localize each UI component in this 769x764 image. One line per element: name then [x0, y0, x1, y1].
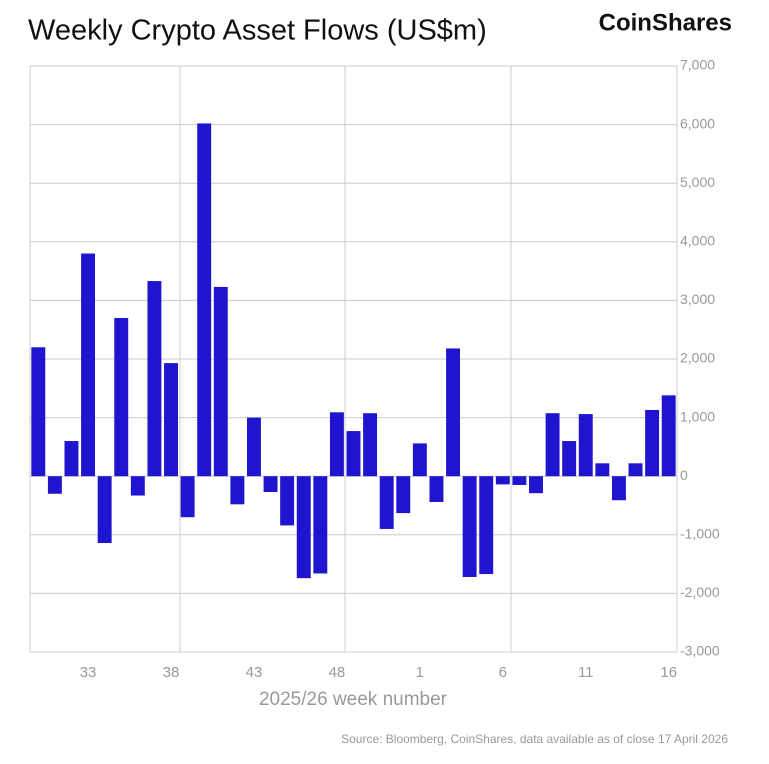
bar: [462, 476, 477, 577]
x-tick-label: 6: [499, 664, 507, 681]
bar: [47, 476, 62, 494]
bar: [512, 476, 527, 485]
bar: [147, 281, 162, 477]
bar: [97, 476, 112, 544]
bar: [595, 463, 610, 477]
bar: [611, 476, 626, 501]
bar: [197, 123, 212, 477]
y-tick-label: 4,000: [680, 233, 715, 249]
source-note: Source: Bloomberg, CoinShares, data avai…: [341, 732, 728, 746]
bar: [545, 413, 560, 477]
bar: [313, 476, 328, 574]
x-tick-label: 38: [163, 664, 180, 681]
chart-title: Weekly Crypto Asset Flows (US$m): [28, 15, 487, 47]
y-tick-label: 5,000: [680, 174, 715, 190]
bar: [130, 476, 145, 496]
bar: [446, 348, 461, 477]
y-tick-label: -2,000: [680, 584, 720, 600]
bar: [529, 476, 543, 494]
bar: [645, 409, 660, 477]
bar: [628, 463, 643, 477]
bar: [263, 476, 278, 493]
bar: [296, 476, 311, 579]
brand-logo: CoinShares: [599, 9, 732, 36]
bar: [280, 476, 295, 526]
x-tick-label: 43: [246, 664, 263, 681]
bar: [379, 476, 394, 529]
bar: [180, 476, 195, 518]
bar: [346, 431, 361, 477]
bar: [495, 476, 510, 485]
y-tick-label: 0: [680, 467, 688, 483]
y-tick-label: 1,000: [680, 408, 715, 424]
bar: [246, 417, 261, 477]
bar: [64, 441, 79, 477]
y-tick-label: -1,000: [680, 526, 720, 542]
bar: [562, 441, 577, 477]
x-tick-label: 11: [578, 664, 594, 681]
x-tick-label: 48: [329, 664, 346, 681]
bar: [329, 412, 344, 477]
bar: [31, 347, 46, 477]
x-tick-label: 1: [416, 664, 424, 681]
bar: [429, 476, 444, 502]
bar: [661, 395, 676, 477]
y-tick-label: 6,000: [680, 115, 715, 131]
bar: [213, 286, 228, 477]
bar: [81, 253, 96, 477]
y-tick-label: 3,000: [680, 291, 715, 307]
x-tick-label: 33: [80, 664, 97, 681]
bar: [412, 443, 427, 477]
bar: [230, 476, 245, 505]
bar: [479, 476, 494, 575]
bar: [363, 413, 378, 477]
bar: [114, 317, 129, 477]
y-tick-label: 2,000: [680, 350, 715, 366]
x-tick-label: 16: [660, 664, 677, 681]
bar: [164, 363, 178, 477]
y-tick-label: -3,000: [680, 643, 720, 659]
y-tick-label: 7,000: [680, 57, 715, 73]
x-axis-label: 2025/26 week number: [259, 689, 448, 710]
bar: [396, 476, 411, 514]
bar: [578, 414, 593, 477]
